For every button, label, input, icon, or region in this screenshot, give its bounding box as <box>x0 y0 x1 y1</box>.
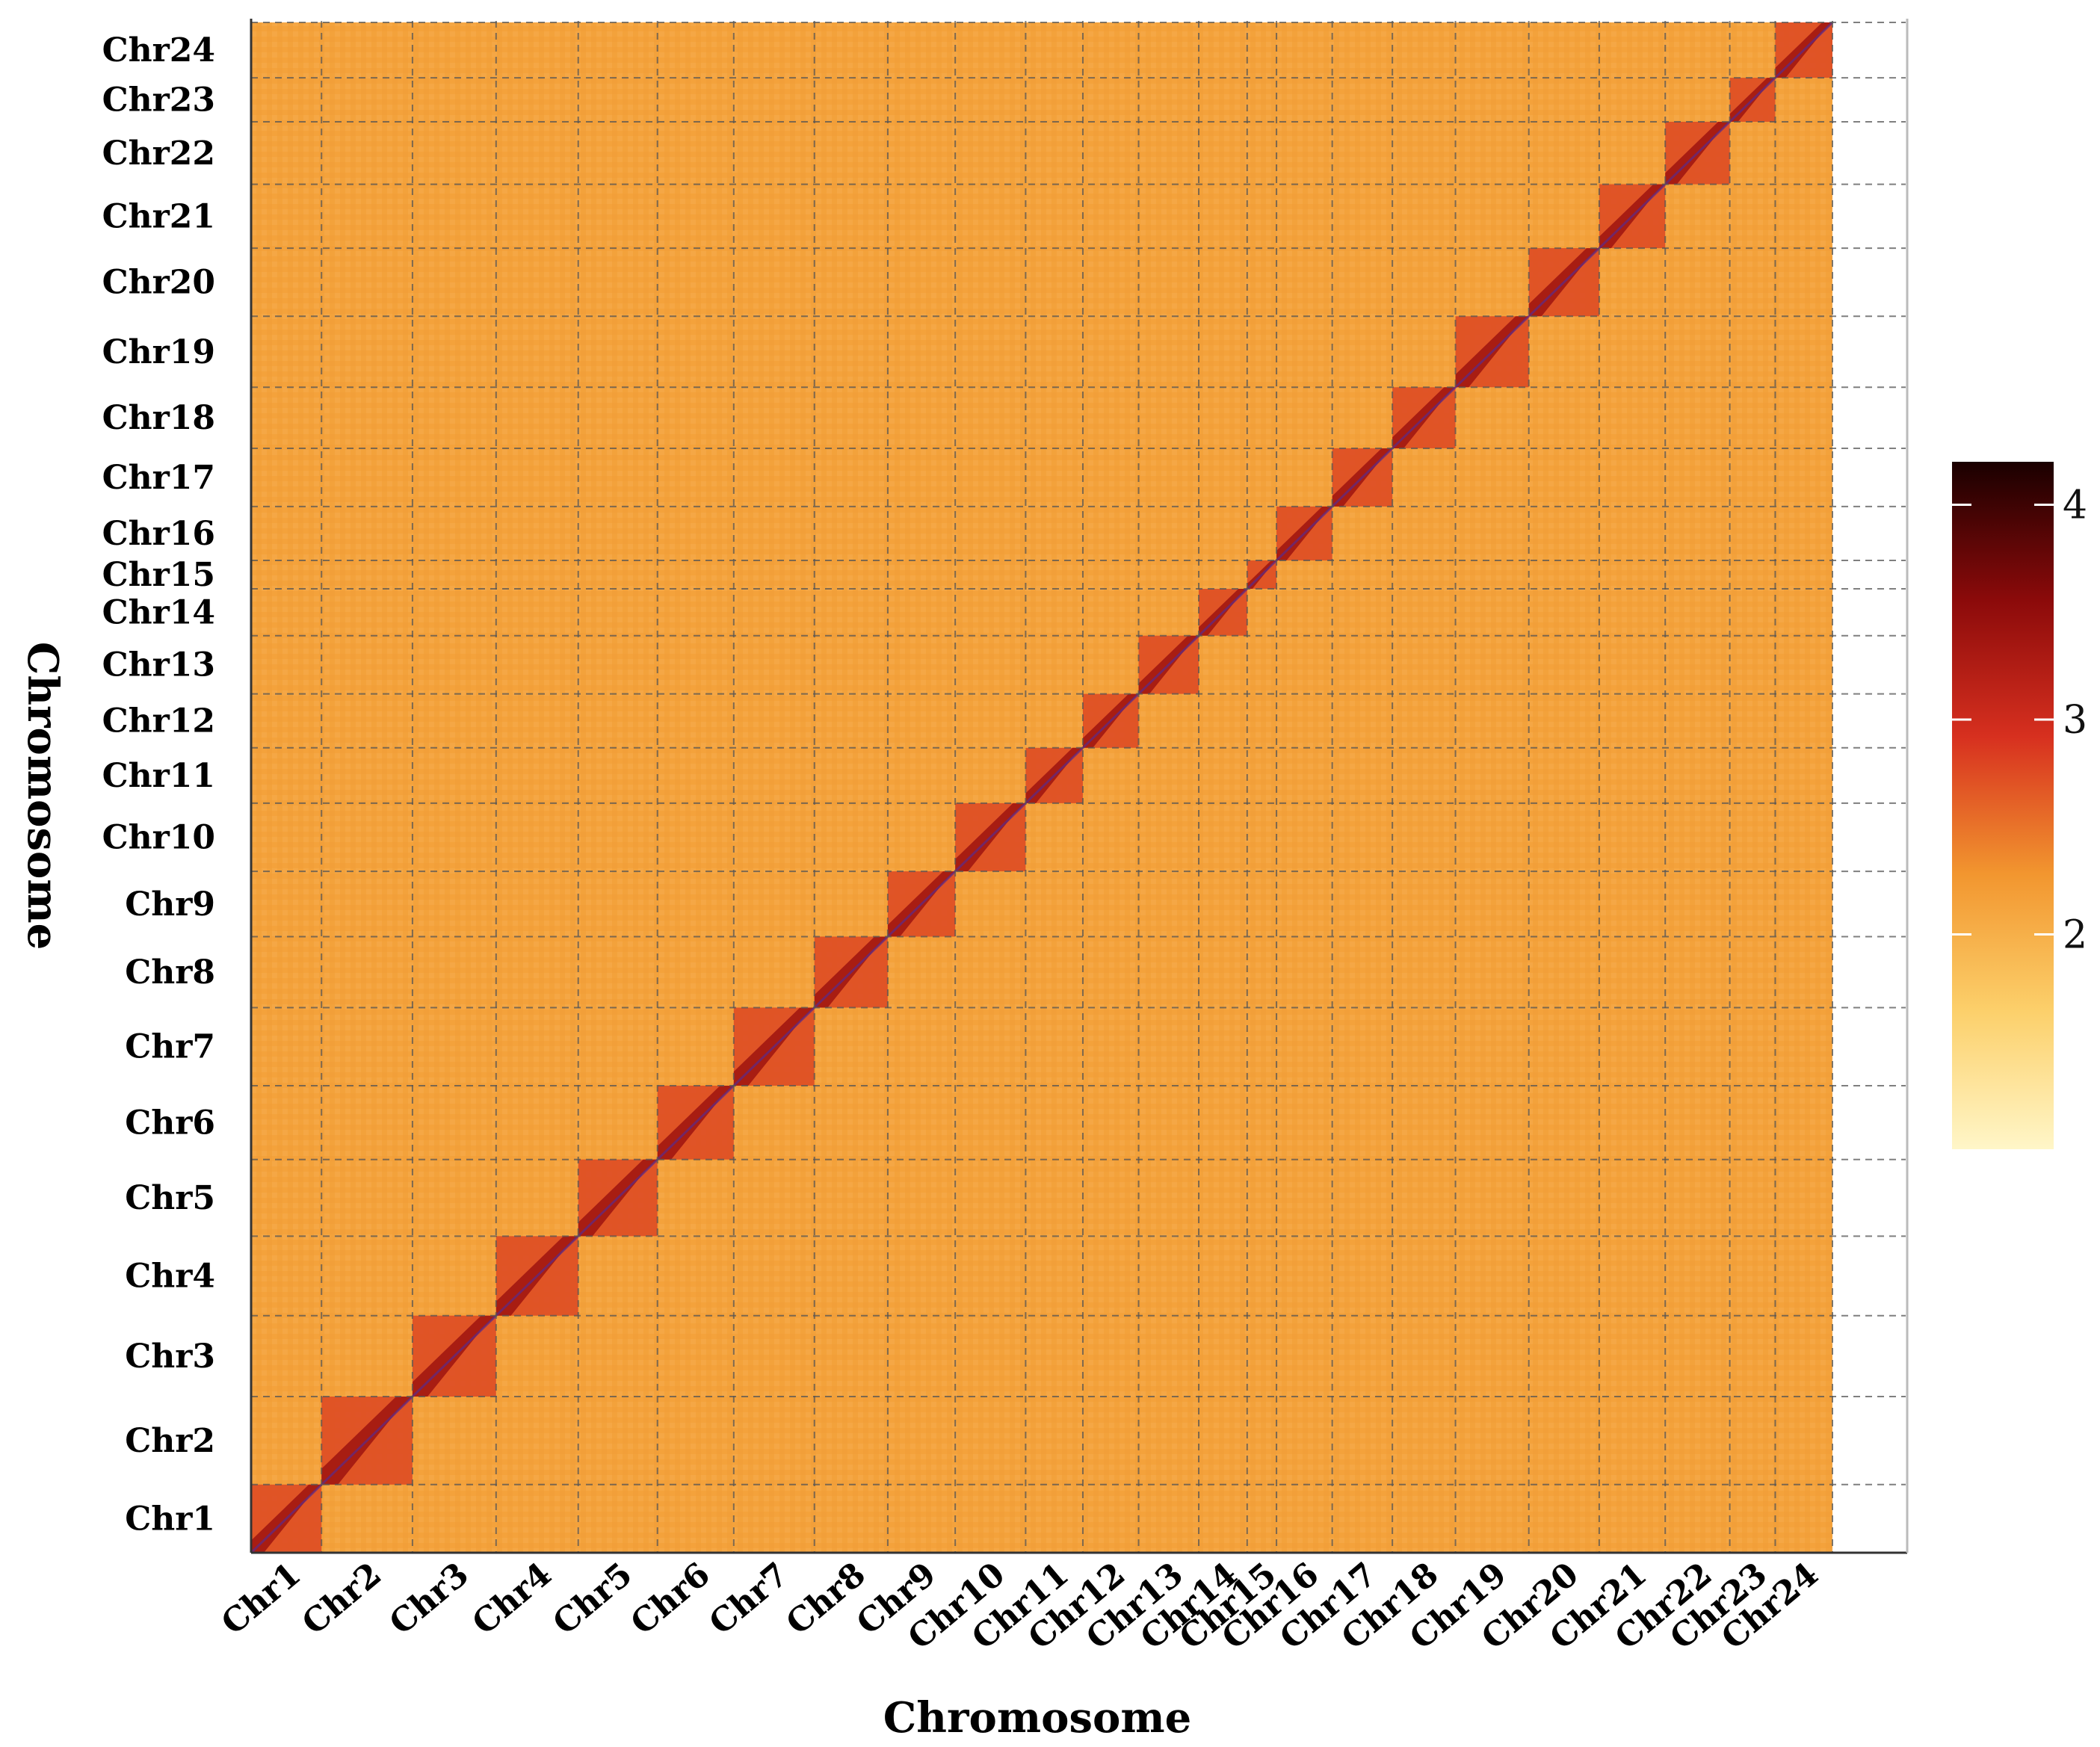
y-tick-label: Chr17 <box>102 459 215 497</box>
y-tick-label: Chr10 <box>102 818 215 856</box>
colorbar-tick-label: 2 <box>2063 913 2087 958</box>
colorbar-tick-label: 3 <box>2063 698 2087 743</box>
plot-frame <box>250 19 1909 1554</box>
x-tick-label: Chr1 <box>214 1555 308 1642</box>
y-tick-label: Chr22 <box>102 134 215 173</box>
y-tick-labels: Chr1 Chr2 Chr3 Chr4 Chr5 Chr6 Chr7 Chr8 Chr9 Chr1… <box>102 31 215 1538</box>
x-tick-labels: Chr1Chr2Chr3Chr4Chr5Chr6Chr7Chr8Chr9Chr1… <box>214 1555 1826 1657</box>
y-tick-label: Chr18 <box>102 399 215 437</box>
y-tick-label: Chr11 <box>102 757 215 795</box>
y-tick-label: Chr20 <box>102 264 215 302</box>
colorbar: 2 3 4 <box>1952 462 2087 1149</box>
y-tick-label: Chr19 <box>102 333 215 371</box>
colorbar-tick-label: 4 <box>2063 483 2087 528</box>
y-tick-label: Chr3 <box>125 1338 215 1376</box>
x-axis-title: Chromosome <box>883 1693 1192 1743</box>
y-tick-label: Chr9 <box>125 885 215 924</box>
x-tick-label: Chr3 <box>383 1555 476 1642</box>
heatmap-diagonal <box>250 21 1834 1554</box>
x-tick-label: Chr4 <box>466 1555 559 1642</box>
y-tick-label: Chr4 <box>125 1258 215 1296</box>
x-tick-label: Chr6 <box>623 1555 717 1642</box>
y-tick-label: Chr2 <box>125 1422 215 1460</box>
chromosome-boundary-grid <box>250 21 1906 1553</box>
y-tick-label: Chr16 <box>102 515 215 553</box>
x-tick-label: Chr7 <box>702 1555 796 1642</box>
x-tick-label: Chr8 <box>779 1555 873 1642</box>
y-tick-label: Chr21 <box>102 197 215 235</box>
y-tick-label: Chr5 <box>125 1179 215 1217</box>
y-tick-label: Chr1 <box>125 1500 215 1538</box>
y-tick-label: Chr23 <box>102 81 215 120</box>
x-tick-label: Chr2 <box>295 1555 389 1642</box>
y-tick-label: Chr8 <box>125 953 215 992</box>
y-tick-label: Chr15 <box>102 556 215 594</box>
y-tick-label: Chr13 <box>102 646 215 684</box>
y-tick-label: Chr24 <box>102 31 215 69</box>
y-axis-title: Chromosome <box>18 642 67 950</box>
y-tick-label: Chr12 <box>102 702 215 740</box>
y-tick-label: Chr7 <box>125 1028 215 1066</box>
main-diagonal <box>250 21 1834 1554</box>
y-tick-label: Chr14 <box>102 593 215 631</box>
y-tick-label: Chr6 <box>125 1104 215 1142</box>
colorbar-bar <box>1952 462 2054 1149</box>
x-tick-label: Chr5 <box>546 1555 639 1642</box>
